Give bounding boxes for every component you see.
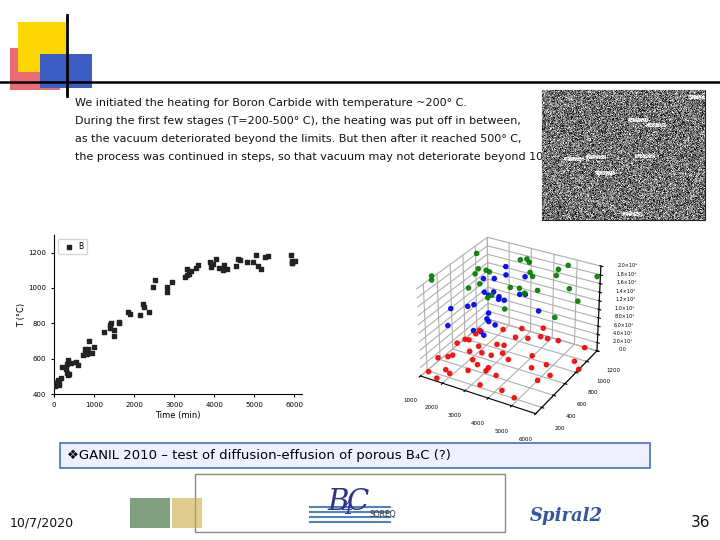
Point	[49, 382, 60, 390]
Point	[262, 252, 274, 260]
Point	[161, 288, 173, 296]
Point	[53, 381, 65, 390]
Point	[181, 265, 193, 274]
X-axis label: Time (min): Time (min)	[156, 410, 201, 420]
Point	[256, 265, 267, 274]
Point	[218, 260, 230, 269]
Point	[78, 348, 90, 357]
Bar	[18, 22, 68, 72]
Point	[137, 299, 148, 308]
Point	[149, 276, 161, 285]
Point	[54, 377, 66, 386]
Point	[233, 255, 244, 264]
Point	[210, 255, 222, 264]
Point	[98, 328, 109, 337]
Point	[57, 362, 68, 371]
Bar	[10, 48, 60, 90]
Point	[259, 253, 271, 261]
Point	[252, 262, 264, 271]
Point	[60, 365, 72, 374]
Point	[234, 255, 246, 264]
Point	[113, 319, 125, 327]
Text: as the vacuum deteriorated beyond the limits. But then after it reached 500° C,: as the vacuum deteriorated beyond the li…	[75, 134, 521, 144]
Text: 36: 36	[690, 515, 710, 530]
Point	[77, 350, 89, 359]
Point	[161, 283, 172, 292]
Point	[185, 267, 197, 275]
Point	[113, 318, 125, 326]
Point	[286, 259, 297, 268]
Point	[221, 264, 233, 273]
Point	[72, 360, 84, 369]
Point	[183, 269, 194, 278]
Legend: B: B	[58, 239, 86, 254]
Point	[286, 256, 297, 265]
Point	[63, 369, 75, 378]
Point	[135, 310, 146, 319]
Bar	[130, 498, 170, 528]
Point	[55, 374, 67, 382]
Point	[207, 260, 219, 268]
Bar	[172, 498, 202, 528]
Point	[60, 360, 72, 369]
Text: C: C	[347, 488, 369, 516]
Text: ❖GANIL 2010 – test of diffusion-effusion of porous B₄C (?): ❖GANIL 2010 – test of diffusion-effusion…	[67, 449, 451, 462]
Point	[65, 359, 76, 367]
Point	[122, 308, 134, 317]
Point	[88, 343, 99, 352]
Point	[205, 263, 217, 272]
Point	[104, 321, 116, 330]
Point	[138, 303, 149, 312]
Point	[144, 307, 156, 316]
Point	[179, 273, 191, 281]
Point	[230, 262, 241, 271]
Point	[63, 370, 74, 379]
Point	[108, 326, 120, 334]
Bar	[542, 90, 705, 220]
Point	[124, 310, 135, 319]
Text: the process was continued in steps, so that vacuum may not deteriorate beyond 10: the process was continued in steps, so t…	[75, 152, 557, 162]
Point	[166, 278, 178, 286]
Text: Spiral2: Spiral2	[530, 507, 603, 525]
Bar	[195, 474, 505, 532]
Text: 10/7/2020: 10/7/2020	[10, 517, 74, 530]
Point	[204, 258, 216, 266]
Text: During the first few stages (T=200-500° C), the heating was put off in between,: During the first few stages (T=200-500° …	[75, 116, 521, 126]
Bar	[40, 54, 92, 88]
Point	[105, 319, 117, 328]
Point	[82, 345, 94, 353]
Text: B: B	[328, 488, 348, 516]
Point	[285, 250, 297, 259]
Point	[217, 265, 228, 274]
Point	[48, 379, 60, 388]
Point	[61, 368, 73, 377]
Point	[71, 357, 82, 366]
Point	[49, 379, 60, 388]
Point	[192, 260, 204, 269]
Point	[148, 283, 159, 292]
Point	[289, 257, 301, 266]
Point	[287, 259, 298, 267]
Point	[248, 258, 259, 266]
Text: SOREQ: SOREQ	[370, 510, 397, 518]
Point	[181, 271, 193, 280]
Point	[50, 378, 62, 387]
Point	[190, 264, 202, 272]
Point	[63, 356, 74, 364]
Point	[251, 251, 262, 259]
Point	[81, 350, 92, 359]
Point	[84, 336, 95, 345]
Point	[109, 332, 120, 340]
Bar	[60, 443, 650, 468]
Bar	[305, 501, 395, 525]
Point	[53, 376, 64, 384]
Text: We initiated the heating for Boron Carbide with temperature ~200° C.: We initiated the heating for Boron Carbi…	[75, 98, 467, 108]
Text: 4: 4	[341, 500, 353, 518]
Point	[104, 324, 116, 333]
Point	[79, 345, 91, 354]
Y-axis label: T (°C): T (°C)	[17, 302, 26, 327]
Point	[213, 264, 225, 272]
Point	[242, 258, 253, 266]
Point	[86, 348, 98, 357]
